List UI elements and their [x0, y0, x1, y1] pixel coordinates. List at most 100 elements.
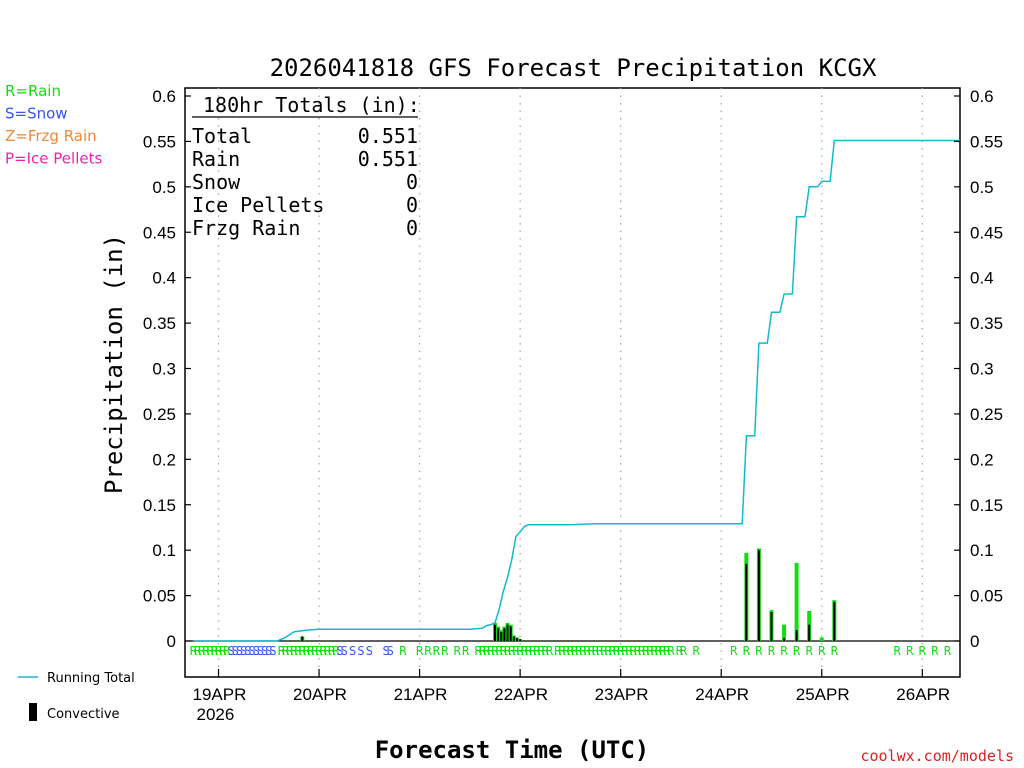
precip-type-mark: R [320, 644, 328, 658]
precip-type-mark: R [504, 644, 512, 658]
y-tick-label: 0.6 [152, 87, 176, 106]
precip-bar-convective [519, 639, 522, 641]
precip-bar-convective [503, 628, 506, 641]
precip-type-mark: R [424, 644, 432, 658]
precip-type-mark: R [806, 644, 814, 658]
precip-type-mark: R [680, 644, 688, 658]
precip-type-mark: R [433, 644, 441, 658]
precip-type-mark: R [303, 644, 311, 658]
y-tick-label: 0.25 [143, 405, 176, 424]
totals-header: 180hr Totals (in): [203, 93, 420, 117]
precip-type-mark: R [202, 644, 210, 658]
precip-type-mark: R [328, 644, 336, 658]
precip-type-mark: R [613, 644, 621, 658]
precip-type-mark: S [253, 644, 260, 658]
precip-type-mark: R [487, 644, 495, 658]
precip-type-mark: R [743, 644, 751, 658]
y-tick-label: 0.1 [152, 541, 176, 560]
precip-bar-convective [770, 611, 773, 641]
precip-type-mark: R [919, 644, 927, 658]
credit-text: coolwx.com/models [860, 747, 1014, 765]
precip-type-mark: S [341, 644, 348, 658]
y-tick-label: 0.2 [970, 450, 994, 469]
y-tick-label: 0 [167, 632, 176, 651]
precip-type-mark: S [349, 644, 356, 658]
precip-bar-total [782, 624, 787, 641]
precip-type-mark: R [542, 644, 550, 658]
precip-type-mark: R [508, 644, 516, 658]
precip-bar-convective [808, 624, 811, 641]
totals-row-label: Total [192, 124, 252, 148]
precip-bar-convective [494, 624, 496, 641]
precip-type-mark: R [500, 644, 508, 658]
totals-row-label: Ice Pellets [192, 193, 324, 217]
y-tick-label: 0.35 [970, 314, 1003, 333]
precip-type-mark: R [584, 644, 592, 658]
precip-type-mark: R [399, 644, 407, 658]
precip-type-mark: R [663, 644, 671, 658]
precip-type-mark: R [416, 644, 424, 658]
y-tick-label: 0.1 [970, 541, 994, 560]
totals-row-value: 0.551 [358, 147, 418, 171]
precip-type-mark: R [651, 644, 659, 658]
precip-type-mark: S [257, 644, 264, 658]
precip-type-mark: R [223, 644, 231, 658]
precip-bar-convective [301, 636, 304, 641]
precip-type-mark: R [944, 644, 952, 658]
x-tick-label: 19APR [193, 685, 247, 704]
precip-type-mark: R [198, 644, 206, 658]
legend-type-item: R=Rain [5, 82, 61, 100]
precip-type-mark: R [286, 644, 294, 658]
y-tick-label: 0 [970, 632, 979, 651]
y-tick-label: 0.55 [143, 132, 176, 151]
y-axis-label: Precipitation (in) [100, 234, 128, 494]
totals-row-value: 0 [406, 170, 418, 194]
precip-type-mark: R [517, 644, 525, 658]
precip-type-mark: R [479, 644, 487, 658]
y-tick-label: 0.5 [970, 178, 994, 197]
y-tick-label: 0.2 [152, 450, 176, 469]
precip-type-mark: R [931, 644, 939, 658]
x-tick-label: 21APR [394, 685, 448, 704]
precip-type-mark: R [600, 644, 608, 658]
precip-type-mark: S [248, 644, 255, 658]
precip-type-mark: R [588, 644, 596, 658]
precip-type-mark: R [596, 644, 604, 658]
totals-row-value: 0.551 [358, 124, 418, 148]
precip-type-mark: R [793, 644, 801, 658]
x-tick-label: 25APR [796, 685, 850, 704]
precip-type-mark: R [638, 644, 646, 658]
precip-bar-convective [512, 636, 515, 641]
x-tick-label: 26APR [896, 685, 950, 704]
precip-type-mark: R [311, 644, 319, 658]
precip-type-mark: S [244, 644, 251, 658]
chart-title: 2026041818 GFS Forecast Precipitation KC… [270, 54, 877, 82]
precip-bar-convective [497, 628, 500, 641]
precip-type-mark: R [332, 644, 340, 658]
y-tick-label: 0.55 [970, 132, 1003, 151]
plot-frame [184, 87, 961, 678]
x-tick-label: 24APR [695, 685, 749, 704]
precip-type-mark: R [592, 644, 600, 658]
precip-type-mark: R [831, 644, 839, 658]
precip-bar-convective [833, 601, 836, 641]
precip-bar-convective [795, 630, 798, 641]
y-tick-label: 0.45 [970, 223, 1003, 242]
x-tick-label: 23APR [595, 685, 649, 704]
precip-bar-total [794, 562, 799, 641]
y-tick-label: 0.05 [970, 587, 1003, 606]
precip-bar-convective [500, 631, 503, 641]
precip-type-mark: R [730, 644, 738, 658]
precip-type-mark: R [324, 644, 332, 658]
precip-bar-convective [757, 550, 760, 641]
precip-type-mark: R [441, 644, 449, 658]
y-tick-label: 0.45 [143, 223, 176, 242]
precip-type-mark: R [558, 644, 566, 658]
precip-bars [300, 548, 837, 641]
precip-type-mark: R [546, 644, 554, 658]
precip-type-mark: R [604, 644, 612, 658]
precip-type-mark: R [211, 644, 219, 658]
running-total-line [193, 139, 960, 642]
